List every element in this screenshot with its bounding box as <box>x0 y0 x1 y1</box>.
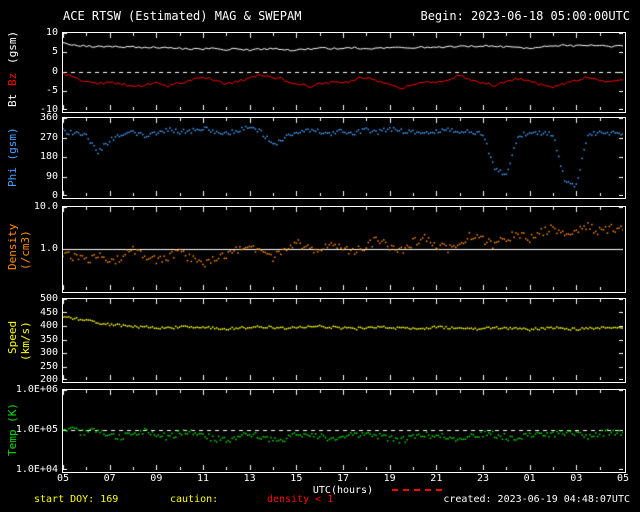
footer-caution-label: caution: <box>170 494 219 505</box>
panel-phi <box>62 117 626 199</box>
y-tick-label-phi: 180 <box>39 151 58 162</box>
y-tick-label-speed: 200 <box>39 374 58 385</box>
x-tick-label: 23 <box>476 473 490 484</box>
y-tick-label-density: 10.0 <box>33 201 58 212</box>
y-tick-label-mag: 5 <box>51 46 58 58</box>
y-tick-label-speed: 250 <box>39 360 58 372</box>
x-axis-title: UTC(hours) <box>312 485 374 496</box>
y-tick-label-speed: 350 <box>39 333 58 345</box>
panel-speed <box>62 298 626 383</box>
x-tick-label: 13 <box>243 473 256 484</box>
y-tick-label-speed: 400 <box>39 320 58 331</box>
y-tick-label-mag: -10 <box>39 104 58 115</box>
x-tick-label: 03 <box>570 473 583 484</box>
x-tick-label: 21 <box>430 473 443 484</box>
x-tick-label: 11 <box>196 473 210 484</box>
x-tick-label: 15 <box>290 473 303 484</box>
y-tick-label-phi: 360 <box>39 112 58 123</box>
caution-time-marker <box>392 489 442 491</box>
y-tick-label-speed: 500 <box>39 293 58 304</box>
y-tick-label-mag: 0 <box>51 65 58 77</box>
y-tick-label-density: 1.0 <box>39 242 58 254</box>
footer-created-timestamp: created: 2023-06-19 04:48:07UTC <box>443 494 630 505</box>
y-tick-label-speed: 450 <box>39 306 58 318</box>
chart-canvas-speed <box>63 299 623 380</box>
x-tick-label: 09 <box>150 473 163 484</box>
x-tick-label: 07 <box>103 473 116 484</box>
chart-canvas-temp <box>63 390 623 470</box>
y-tick-label-phi: 90 <box>45 170 58 182</box>
x-tick-label: 05 <box>56 473 70 484</box>
y-tick-label-mag: 10 <box>45 27 58 38</box>
y-tick-label-phi: 270 <box>39 131 58 143</box>
x-tick-label: 19 <box>383 473 396 484</box>
x-tick-label: 17 <box>336 473 350 484</box>
y-tick-label-temp: 1.0E+05 <box>15 424 58 435</box>
panel-mag-bt-bz <box>62 32 626 113</box>
x-tick-label: 05 <box>616 473 630 484</box>
panel-temp <box>62 389 626 473</box>
y-tick-label-temp: 1.0E+04 <box>15 464 58 475</box>
y-tick-label-phi: 0 <box>51 190 58 201</box>
panel-density <box>62 206 626 293</box>
footer-caution-value: density < 1 <box>267 494 334 505</box>
chart-canvas-density <box>63 207 623 290</box>
y-tick-label-speed: 300 <box>39 347 58 358</box>
y-tick-label-temp: 1.0E+06 <box>15 384 58 395</box>
x-tick-label: 01 <box>523 473 536 484</box>
begin-timestamp: Begin: 2023-06-18 05:00:00UTC <box>420 9 630 23</box>
footer-start-doy: start DOY: 169 <box>34 494 119 505</box>
chart-canvas-phi <box>63 118 623 196</box>
chart-canvas-mag <box>63 33 623 110</box>
y-tick-label-mag: -5 <box>45 84 58 96</box>
plot-title: ACE RTSW (Estimated) MAG & SWEPAM <box>63 9 302 23</box>
